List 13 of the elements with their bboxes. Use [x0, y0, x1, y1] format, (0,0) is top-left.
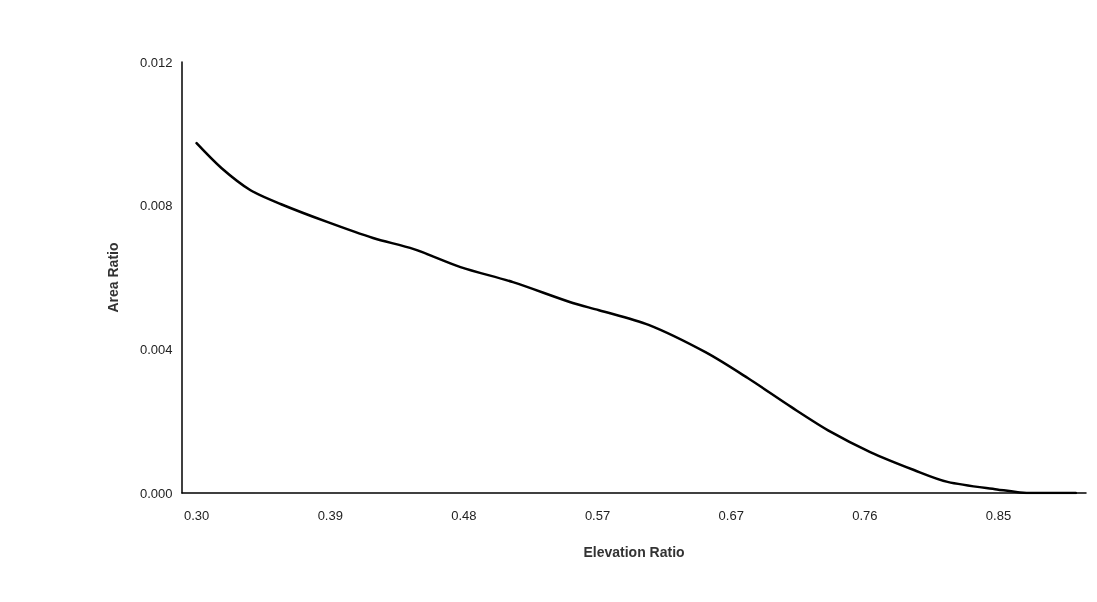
x-tick-label: 0.57 [584, 508, 611, 523]
y-tick-label: 0.000 [140, 485, 173, 501]
x-axis-title: Elevation Ratio [583, 544, 685, 560]
y-tick-label: 0.008 [140, 198, 173, 214]
y-tick-label: 0.012 [140, 54, 173, 70]
x-tick-label: 0.76 [852, 508, 878, 523]
x-tick-label: 0.48 [451, 508, 477, 523]
x-tick-label: 0.67 [718, 508, 744, 523]
x-tick-label: 0.30 [183, 508, 210, 523]
x-tick-label: 0.85 [985, 508, 1012, 523]
y-tick-label: 0.004 [140, 341, 173, 357]
y-axis-title: Area Ratio [105, 242, 121, 313]
x-tick-label: 0.39 [317, 508, 343, 523]
